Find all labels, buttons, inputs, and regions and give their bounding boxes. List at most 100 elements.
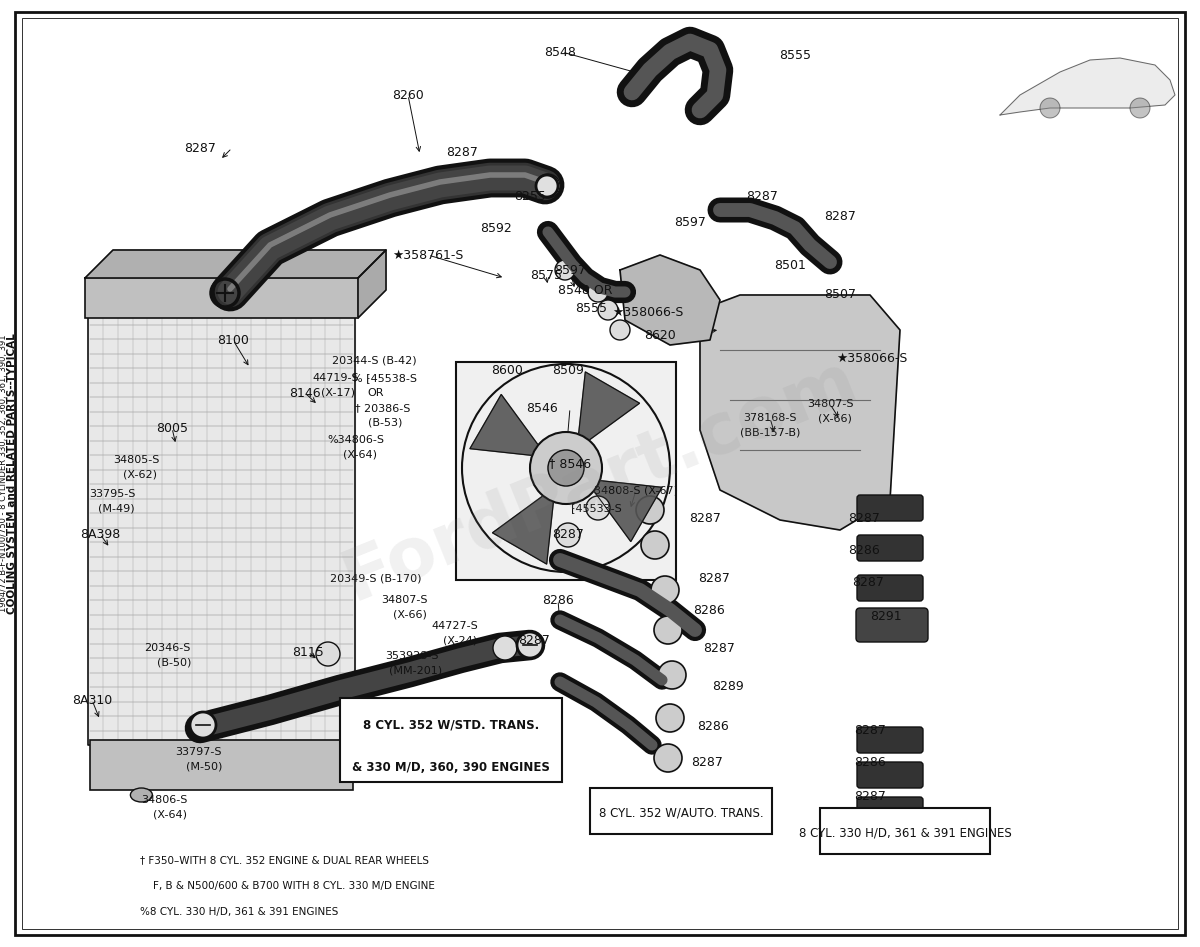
Text: (MM-201): (MM-201) xyxy=(390,665,443,675)
Text: (X-24): (X-24) xyxy=(443,635,478,645)
Circle shape xyxy=(586,496,610,520)
Text: 8287: 8287 xyxy=(518,634,550,647)
FancyBboxPatch shape xyxy=(857,797,923,823)
Text: (B-53): (B-53) xyxy=(368,417,402,427)
Text: 8575: 8575 xyxy=(530,269,562,281)
Text: 8597: 8597 xyxy=(554,263,586,277)
Circle shape xyxy=(654,616,682,644)
Text: 8287: 8287 xyxy=(691,756,722,769)
Polygon shape xyxy=(88,310,355,745)
Text: 44719-S: 44719-S xyxy=(313,373,359,383)
Text: 8287: 8287 xyxy=(746,189,778,203)
Text: (BB-157-B): (BB-157-B) xyxy=(740,427,800,437)
Text: 8287: 8287 xyxy=(824,209,856,223)
Text: 8146: 8146 xyxy=(289,386,320,400)
Text: 8287: 8287 xyxy=(552,527,584,541)
Polygon shape xyxy=(358,250,386,318)
Text: 8597: 8597 xyxy=(674,216,706,228)
Polygon shape xyxy=(492,487,554,564)
Circle shape xyxy=(598,300,618,320)
Polygon shape xyxy=(577,372,640,449)
Bar xyxy=(590,788,772,834)
Polygon shape xyxy=(470,395,547,457)
Text: %8 CYL. 330 H/D, 361 & 391 ENGINES: %8 CYL. 330 H/D, 361 & 391 ENGINES xyxy=(140,907,338,917)
Circle shape xyxy=(636,496,664,524)
Circle shape xyxy=(556,523,580,547)
Text: 8287: 8287 xyxy=(703,641,734,654)
Text: 8115: 8115 xyxy=(292,646,324,658)
Text: 8501: 8501 xyxy=(774,259,806,272)
Text: 8255: 8255 xyxy=(514,189,546,203)
Text: 33797-S: 33797-S xyxy=(175,747,221,757)
Circle shape xyxy=(316,642,340,666)
Text: 8287: 8287 xyxy=(184,141,216,154)
Text: † 8546: † 8546 xyxy=(548,457,592,471)
Circle shape xyxy=(610,320,630,340)
Polygon shape xyxy=(586,479,662,542)
Text: † F350–WITH 8 CYL. 352 ENGINE & DUAL REAR WHEELS: † F350–WITH 8 CYL. 352 ENGINE & DUAL REA… xyxy=(140,855,430,865)
Text: (X-66): (X-66) xyxy=(818,413,852,423)
Text: (X-64): (X-64) xyxy=(343,449,377,459)
Text: ★358066-S: ★358066-S xyxy=(612,306,684,318)
Bar xyxy=(340,698,562,782)
Ellipse shape xyxy=(131,788,152,802)
Text: 8286: 8286 xyxy=(697,720,728,732)
Text: 34807-S: 34807-S xyxy=(380,595,427,605)
Text: 8546: 8546 xyxy=(526,402,558,415)
Circle shape xyxy=(654,744,682,772)
Text: 8287: 8287 xyxy=(854,790,886,802)
Text: 8286: 8286 xyxy=(694,603,725,616)
Bar xyxy=(456,362,676,580)
FancyBboxPatch shape xyxy=(856,608,928,642)
Text: 33795-S: 33795-S xyxy=(89,489,136,499)
Text: 34805-S: 34805-S xyxy=(113,455,160,465)
Text: (X-66): (X-66) xyxy=(394,609,427,619)
Bar xyxy=(85,278,358,318)
Circle shape xyxy=(1130,98,1150,118)
Polygon shape xyxy=(700,295,900,530)
Text: OR: OR xyxy=(367,388,384,398)
Text: 8600: 8600 xyxy=(491,364,523,377)
Text: ★358761-S: ★358761-S xyxy=(392,248,463,261)
Text: ★358066-S: ★358066-S xyxy=(836,351,907,365)
FancyBboxPatch shape xyxy=(857,762,923,788)
Text: 20344-S (B-42): 20344-S (B-42) xyxy=(331,355,416,365)
Text: (X-64): (X-64) xyxy=(154,809,187,819)
Circle shape xyxy=(641,531,670,559)
Text: 8289: 8289 xyxy=(712,680,744,692)
Circle shape xyxy=(588,282,608,302)
Circle shape xyxy=(656,704,684,732)
Text: 8555: 8555 xyxy=(779,48,811,62)
Text: (M-49): (M-49) xyxy=(97,503,134,513)
Text: 8260: 8260 xyxy=(392,88,424,101)
Text: 353928-S: 353928-S xyxy=(385,651,439,661)
Text: † 20386-S: † 20386-S xyxy=(355,403,410,413)
Circle shape xyxy=(548,450,584,486)
Text: (B-50): (B-50) xyxy=(157,657,191,667)
Text: 8286: 8286 xyxy=(848,544,880,557)
Text: 34808-S (X-67): 34808-S (X-67) xyxy=(594,485,678,495)
Text: (X-62): (X-62) xyxy=(124,469,157,479)
Text: 8286: 8286 xyxy=(542,594,574,606)
Ellipse shape xyxy=(517,632,542,658)
Text: 8548 OR: 8548 OR xyxy=(558,283,612,296)
Text: %34806-S: %34806-S xyxy=(328,435,384,445)
Text: 8507: 8507 xyxy=(824,288,856,300)
Text: COOLING SYSTEM and RELATED PARTS--TYPICAL: COOLING SYSTEM and RELATED PARTS--TYPICA… xyxy=(7,333,17,614)
Text: 44727-S: 44727-S xyxy=(432,621,479,631)
Text: 8A398: 8A398 xyxy=(80,527,120,541)
Text: 8 CYL. 330 H/D, 361 & 391 ENGINES: 8 CYL. 330 H/D, 361 & 391 ENGINES xyxy=(799,827,1012,839)
Circle shape xyxy=(530,432,602,504)
Text: 1964/72 B-F-N100/750 - 8 CYLINDER 330, 352, 360, 361, 390, 391: 1964/72 B-F-N100/750 - 8 CYLINDER 330, 3… xyxy=(0,334,8,613)
Text: F, B & N500/600 & B700 WITH 8 CYL. 330 M/D ENGINE: F, B & N500/600 & B700 WITH 8 CYL. 330 M… xyxy=(140,881,434,891)
Text: 20346-S: 20346-S xyxy=(144,643,190,653)
Text: 8287: 8287 xyxy=(446,146,478,158)
Text: 8100: 8100 xyxy=(217,333,248,347)
Circle shape xyxy=(493,636,517,660)
Text: FordPart.com: FordPart.com xyxy=(332,346,868,615)
Polygon shape xyxy=(620,255,720,345)
Bar xyxy=(90,740,353,790)
Text: 8287: 8287 xyxy=(854,724,886,737)
Text: 20349-S (B-170): 20349-S (B-170) xyxy=(330,573,421,583)
Text: 8 CYL. 352 W/AUTO. TRANS.: 8 CYL. 352 W/AUTO. TRANS. xyxy=(599,807,763,819)
